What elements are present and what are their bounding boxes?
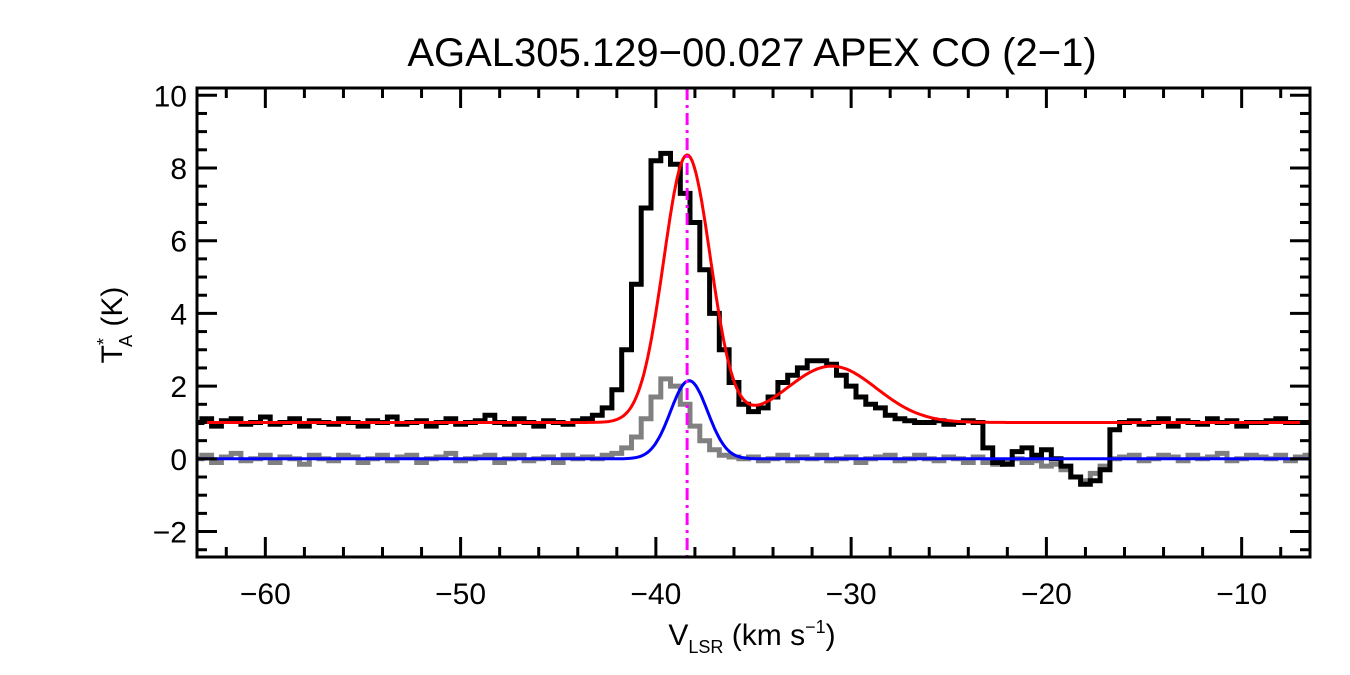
- y-tick-label: 0: [170, 444, 187, 477]
- y-tick-label: 6: [170, 226, 187, 259]
- y-label-main: T: [96, 345, 129, 363]
- x-tick-label: −50: [435, 578, 486, 611]
- fit-curve-red: [197, 153, 1310, 424]
- observed-spectrum: [197, 150, 1310, 487]
- x-label-unit: (km s: [723, 619, 805, 652]
- x-label-sup: −1: [805, 617, 826, 637]
- y-label-unit: (K): [96, 287, 129, 335]
- chart-title: AGAL305.129−00.027 APEX CO (2−1): [407, 31, 1096, 75]
- y-tick-label: 2: [170, 371, 187, 404]
- x-tick-label: −30: [826, 578, 877, 611]
- residual-spectrum: [197, 376, 1310, 484]
- y-tick-label: 8: [170, 153, 187, 186]
- y-tick-label: −2: [153, 517, 187, 550]
- x-tick-label: −10: [1216, 578, 1267, 611]
- plot-content: [197, 88, 1310, 557]
- x-tick-label: −20: [1021, 578, 1072, 611]
- x-label-main: V: [668, 619, 688, 652]
- x-tick-label: −60: [240, 578, 291, 611]
- y-tick-label: 10: [154, 80, 187, 113]
- plot-frame: [195, 86, 1312, 559]
- y-label-sup: *: [94, 338, 114, 345]
- y-label-sub: A: [116, 335, 136, 347]
- y-tick-label: 4: [170, 298, 187, 331]
- x-tick-label: −40: [630, 578, 681, 611]
- x-label-sub: LSR: [688, 637, 723, 657]
- plot-area: [197, 88, 1310, 557]
- fit-curve-blue: [197, 379, 1310, 461]
- x-axis-label: VLSR (km s−1): [668, 617, 835, 657]
- x-label-close: ): [826, 619, 836, 652]
- y-axis-label: T* A (K): [94, 287, 136, 364]
